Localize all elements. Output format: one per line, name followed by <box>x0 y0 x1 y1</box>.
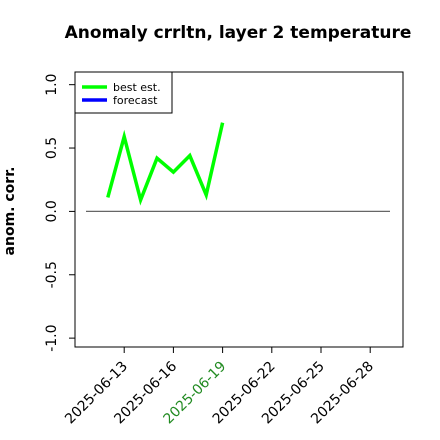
y-tick-label: 0.5 <box>44 137 60 159</box>
y-tick-label: -1.0 <box>44 324 60 351</box>
legend-box <box>74 71 173 114</box>
legend-label: forecast <box>113 94 158 107</box>
y-tick-label: -0.5 <box>44 261 60 288</box>
chart-title: Anomaly crrltn, layer 2 temperature <box>65 23 412 43</box>
y-tick-label: 1.0 <box>44 74 60 96</box>
series-line <box>106 122 225 206</box>
legend-label: best est. <box>113 81 161 94</box>
y-axis-label: anom. corr. <box>2 167 18 256</box>
y-tick-label: 0.0 <box>44 200 60 222</box>
plot-frame <box>74 71 404 348</box>
